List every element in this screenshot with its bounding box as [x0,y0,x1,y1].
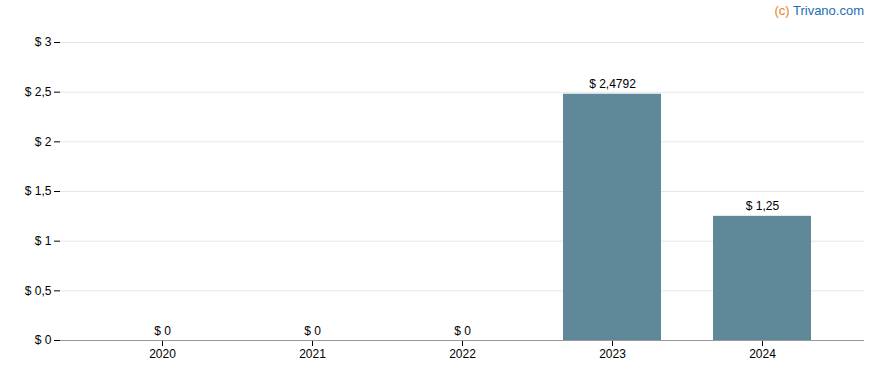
svg-text:2021: 2021 [299,347,326,361]
svg-text:2022: 2022 [449,347,476,361]
svg-text:$ 0,5: $ 0,5 [25,284,52,298]
svg-text:$ 3: $ 3 [35,35,52,49]
svg-text:2024: 2024 [749,347,776,361]
svg-text:2023: 2023 [599,347,626,361]
svg-text:$ 2: $ 2 [35,135,52,149]
svg-text:$ 0: $ 0 [35,333,52,347]
svg-text:$ 2,5: $ 2,5 [25,85,52,99]
svg-text:$ 2,4792: $ 2,4792 [589,77,636,91]
svg-text:$ 0: $ 0 [454,324,471,338]
svg-text:$ 1: $ 1 [35,234,52,248]
svg-text:$ 0: $ 0 [304,324,321,338]
svg-text:2020: 2020 [149,347,176,361]
svg-text:$ 1,25: $ 1,25 [746,199,780,213]
svg-text:$ 1,5: $ 1,5 [25,184,52,198]
html-text:(c) Trivano.com: (c) Trivano.com [774,3,864,18]
svg-text:$ 0: $ 0 [154,324,171,338]
